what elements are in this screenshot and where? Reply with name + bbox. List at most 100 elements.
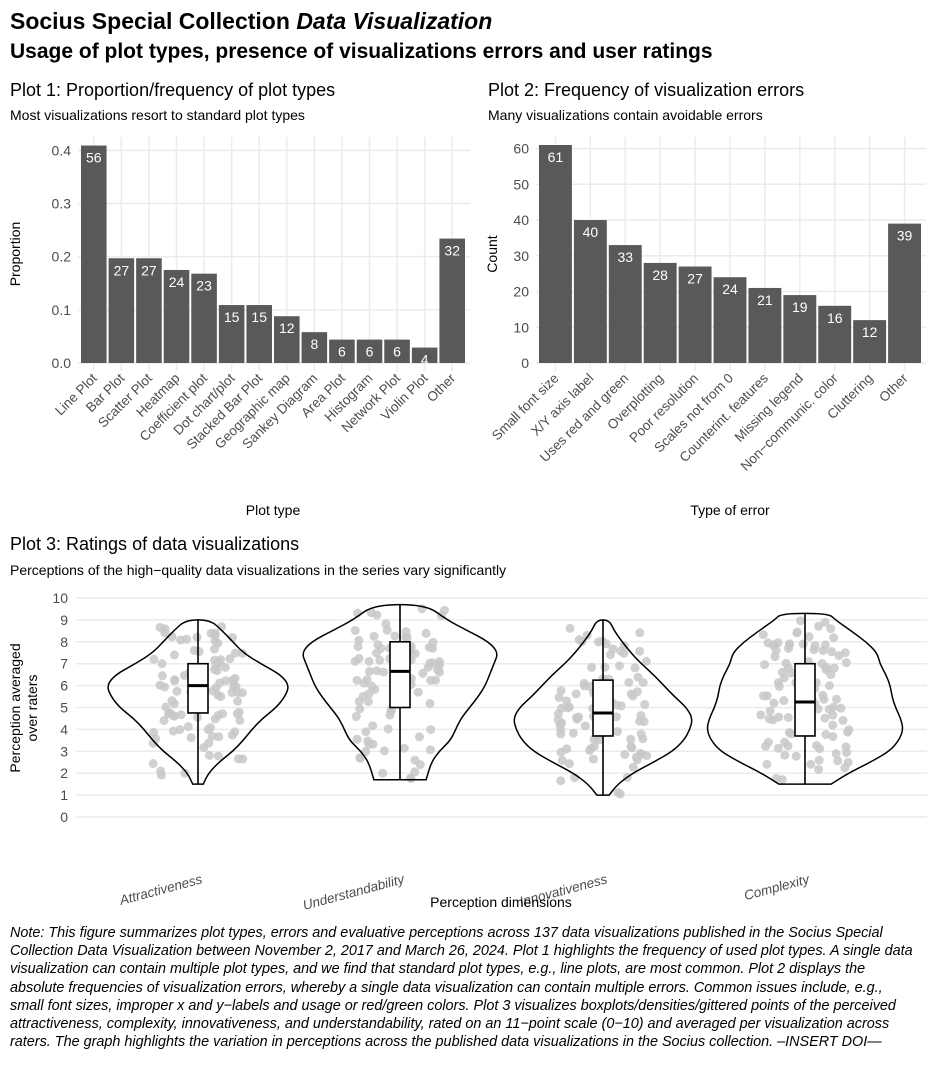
y-tick-label: 0.4 [52,142,72,158]
y-tick-label: 30 [513,248,529,264]
jitter-point [814,755,824,765]
jitter-point [354,697,364,707]
jitter-point [771,773,781,783]
jitter-point [351,712,361,722]
jitter-point [783,712,793,722]
jitter-point [769,698,779,708]
jitter-point [564,759,574,769]
jitter-point [804,632,814,642]
jitter-point [828,720,838,730]
jitter-point [628,762,638,772]
y-tick-label: 10 [52,590,68,606]
jitter-point [791,751,801,761]
jitter-point [431,675,441,685]
jitter-point [169,650,179,660]
jitter-point [568,728,578,738]
jitter-point [210,630,220,640]
bar-value-label: 6 [338,344,346,360]
jitter-point [798,639,808,649]
y-axis-title-line2: over raters [24,675,40,742]
jitter-point [571,689,581,699]
violin-outline [302,603,498,781]
jitter-point [227,730,237,740]
jitter-point [207,731,217,741]
jitter-point [588,754,598,764]
jitter-point [611,712,621,722]
bar [384,339,410,363]
jitter-point [806,759,816,769]
jitter-point [415,760,425,770]
jitter-point [176,710,186,720]
jitter-point [426,725,436,735]
jitter-point [206,723,216,733]
jitter-point [783,741,793,751]
bar-value-label: 16 [827,310,843,326]
jitter-point [406,774,416,784]
jitter-point [843,757,853,767]
x-tick-label: Attractiveness [117,871,204,908]
jitter-point [820,713,830,723]
jitter-point [350,625,360,635]
jitter-point [368,721,378,731]
jitter-point [352,675,362,685]
jitter-point [213,638,223,648]
jitter-point [237,688,247,698]
boxplot-box [794,662,816,737]
jitter-point [824,681,834,691]
jitter-point [211,683,221,693]
jitter-point [364,666,374,676]
bar [608,245,642,363]
y-axis-title-line1: Perception averaged [7,643,23,772]
jitter-point [353,642,363,652]
y-tick-label: 0.3 [52,195,72,211]
jitter-point [635,628,645,638]
bar-value-label: 33 [617,249,633,265]
jitter-point [376,643,386,653]
jitter-point [364,656,374,666]
jitter-point [151,734,161,744]
jitter-point [218,709,228,719]
jitter-point [350,656,360,666]
y-tick-label: 0.1 [52,302,72,318]
bar [218,305,245,363]
figure-subtitle: Usage of plot types, presence of visuali… [10,40,713,63]
bar [81,145,107,363]
bar-value-label: 56 [86,150,102,166]
title-italic: Data Visualization [296,8,493,34]
boxplot-box [389,640,411,709]
bar [713,277,747,363]
jitter-point [565,623,575,633]
jitter-point [418,668,428,678]
jitter-point [168,726,178,736]
jitter-point [383,724,393,734]
jitter-point [192,632,202,642]
jitter-point [814,764,824,774]
jitter-point [176,635,186,645]
jitter-point [364,739,374,749]
y-tick-label: 5 [60,700,68,716]
y-tick-label: 10 [513,319,529,335]
jitter-point [562,744,572,754]
bar-value-label: 6 [366,344,374,360]
bar-value-label: 6 [393,344,401,360]
y-tick-label: 50 [513,176,529,192]
violin-group [107,619,289,785]
jitter-point [758,691,768,701]
y-axis-title: Proportion [7,222,23,287]
violin-outline [706,612,904,785]
jitter-point [556,729,566,739]
x-axis-title: Type of error [690,502,770,518]
jitter-point [636,729,646,739]
jitter-point [379,746,389,756]
jitter-point [562,696,572,706]
plot1-subtitle: Most visualizations resort to standard p… [10,107,305,123]
jitter-point [557,703,567,713]
jitter-point [640,700,650,710]
jitter-point [580,681,590,691]
jitter-point [233,754,243,764]
jitter-point [204,750,214,760]
jitter-point [362,675,372,685]
jitter-point [355,704,365,714]
